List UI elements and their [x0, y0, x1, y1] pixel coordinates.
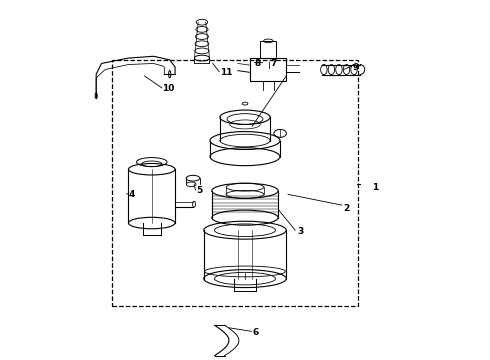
Text: 4: 4	[128, 190, 135, 199]
Bar	[250, 58, 286, 81]
Text: 6: 6	[252, 328, 258, 337]
Text: 11: 11	[220, 68, 232, 77]
Text: 8: 8	[255, 59, 261, 68]
Text: 7: 7	[270, 59, 276, 68]
Text: 3: 3	[297, 228, 303, 237]
Text: 2: 2	[343, 204, 350, 213]
Text: 9: 9	[353, 63, 359, 72]
Text: 1: 1	[372, 183, 379, 192]
Text: 5: 5	[196, 186, 203, 195]
Bar	[260, 41, 276, 58]
Bar	[112, 60, 358, 306]
Text: 10: 10	[163, 84, 175, 93]
